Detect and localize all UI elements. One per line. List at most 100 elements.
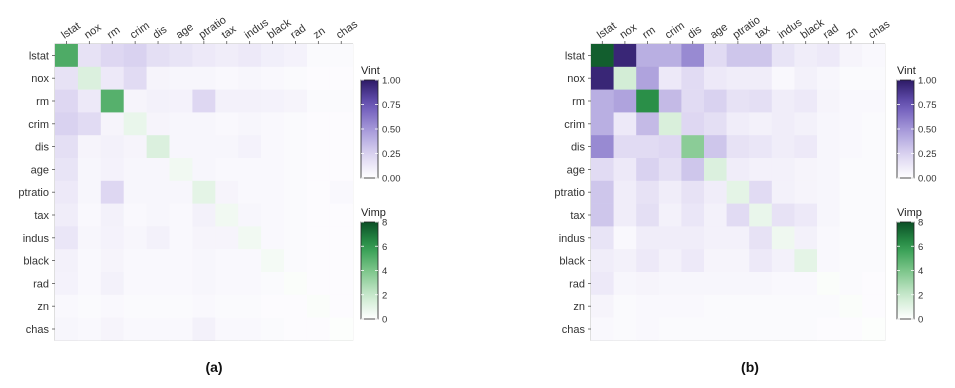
- vint-cell-crim-lstat: [591, 112, 614, 136]
- vimp-cell-ptratio-ptratio: [192, 180, 216, 204]
- vint-cell-age-ptratio: [726, 158, 750, 182]
- vint-cell-indus-ptratio: [726, 226, 750, 250]
- vint-cell-dis-zn: [306, 135, 331, 159]
- vint-cell-lstat-crim: [123, 44, 147, 68]
- vint-cell-indus-rad: [284, 226, 308, 250]
- vint-cell-crim-black: [261, 112, 285, 136]
- vint-cell-age-crim: [123, 158, 147, 182]
- vint-cell-rad-tax: [215, 272, 239, 296]
- vimp-cell-zn-zn: [306, 294, 331, 318]
- vint-cell-ptratio-crim: [123, 180, 147, 204]
- vint-cell-zn-lstat: [591, 294, 614, 318]
- vint-cell-rad-lstat: [55, 272, 79, 296]
- vint-cell-rm-zn: [306, 89, 331, 113]
- x-tick-label-indus: indus: [776, 16, 805, 41]
- vint-cell-ptratio-indus: [771, 180, 795, 204]
- y-tick-label-rm: rm: [36, 96, 49, 108]
- vint-cell-tax-ptratio: [192, 203, 216, 227]
- vint-cell-black-crim: [123, 249, 147, 273]
- vint-cell-black-age: [169, 249, 193, 273]
- vint-cell-age-zn: [306, 158, 331, 182]
- vint-cell-rad-age: [169, 272, 193, 296]
- vint-cell-nox-indus: [238, 66, 262, 90]
- vint-cell-zn-nox: [77, 294, 102, 318]
- vint-cell-crim-zn: [839, 112, 863, 136]
- vint-cell-zn-tax: [215, 294, 239, 318]
- vint-cell-zn-dis: [681, 294, 705, 318]
- vint-cell-black-rm: [100, 249, 124, 273]
- y-tick-label-black: black: [559, 256, 585, 268]
- vint-cell-lstat-dis: [681, 44, 705, 68]
- vint-cell-rm-ptratio: [726, 89, 750, 113]
- vint-cell-indus-black: [794, 226, 818, 250]
- x-tick-label-chas: chas: [334, 18, 360, 41]
- vint-cell-chas-black: [794, 317, 818, 341]
- y-tick-label-nox: nox: [567, 73, 585, 85]
- vint-cell-rad-indus: [238, 272, 262, 296]
- vint-cell-lstat-age: [704, 44, 727, 68]
- vint-cell-nox-black: [261, 66, 285, 90]
- vint-cell-rm-nox: [613, 89, 637, 113]
- vint-cell-crim-dis: [146, 112, 170, 136]
- vint-cell-dis-indus: [238, 135, 262, 159]
- vint-cell-lstat-rad: [817, 44, 840, 68]
- vint-cell-chas-age: [169, 317, 193, 341]
- vint-cell-chas-indus: [238, 317, 262, 341]
- vint-cell-chas-zn: [839, 317, 863, 341]
- vint-cell-indus-zn: [306, 226, 331, 250]
- vint-cell-crim-ptratio: [726, 112, 750, 136]
- vint-cell-indus-nox: [77, 226, 102, 250]
- vint-cell-lstat-tax: [215, 44, 239, 68]
- y-tick-label-rad: rad: [33, 278, 49, 290]
- vimp-legend-title: Vimp: [361, 207, 386, 219]
- x-tick-label-indus: indus: [242, 16, 271, 41]
- vint-cell-tax-nox: [613, 203, 637, 227]
- vint-cell-rad-chas: [862, 272, 886, 296]
- x-tick-label-zn: zn: [844, 25, 860, 41]
- vint-cell-tax-lstat: [591, 203, 614, 227]
- vint-cell-chas-rm: [636, 317, 660, 341]
- vint-cell-nox-age: [704, 66, 727, 90]
- vint-cell-rm-rad: [817, 89, 840, 113]
- vint-cell-nox-crim: [658, 66, 682, 90]
- vint-tick-label: 0.75: [918, 100, 937, 111]
- vimp-cell-age-age: [169, 158, 193, 182]
- vint-cell-tax-lstat: [55, 203, 79, 227]
- vint-cell-nox-lstat: [591, 66, 614, 90]
- y-axis: lstat nox rm crim dis age ptratio tax indus black…: [554, 50, 591, 336]
- vint-cell-indus-dis: [681, 226, 705, 250]
- vint-cell-tax-rad: [284, 203, 308, 227]
- vint-cell-rad-age: [704, 272, 727, 296]
- vint-cell-zn-ptratio: [726, 294, 750, 318]
- vint-cell-rad-rm: [636, 272, 660, 296]
- vint-cell-rad-lstat: [591, 272, 614, 296]
- vimp-tick-label: 6: [918, 242, 923, 253]
- vint-cell-lstat-rm: [100, 44, 124, 68]
- vimp-cell-indus-indus: [771, 226, 795, 250]
- vint-cell-dis-zn: [839, 135, 863, 159]
- vint-cell-indus-black: [261, 226, 285, 250]
- vint-cell-rad-zn: [839, 272, 863, 296]
- vint-cell-chas-rad: [817, 317, 840, 341]
- x-tick-label-black: black: [799, 17, 827, 42]
- vint-cell-indus-tax: [749, 226, 773, 250]
- vint-cell-nox-dis: [146, 66, 170, 90]
- vint-cell-age-black: [261, 158, 285, 182]
- vint-cell-age-nox: [613, 158, 637, 182]
- x-tick-label-age: age: [174, 21, 196, 41]
- vint-cell-chas-tax: [749, 317, 773, 341]
- vint-cell-tax-crim: [658, 203, 682, 227]
- vint-cell-dis-lstat: [55, 135, 79, 159]
- vint-cell-lstat-indus: [771, 44, 795, 68]
- vint-cell-indus-rm: [636, 226, 660, 250]
- vint-cell-black-ptratio: [726, 249, 750, 273]
- vint-cell-dis-crim: [123, 135, 147, 159]
- vint-tick-label: 0.25: [918, 149, 937, 160]
- vint-cell-rm-age: [169, 89, 193, 113]
- y-tick-label-ptratio: ptratio: [554, 187, 585, 199]
- vint-legend-title: Vint: [361, 65, 380, 77]
- vint-cell-crim-dis: [681, 112, 705, 136]
